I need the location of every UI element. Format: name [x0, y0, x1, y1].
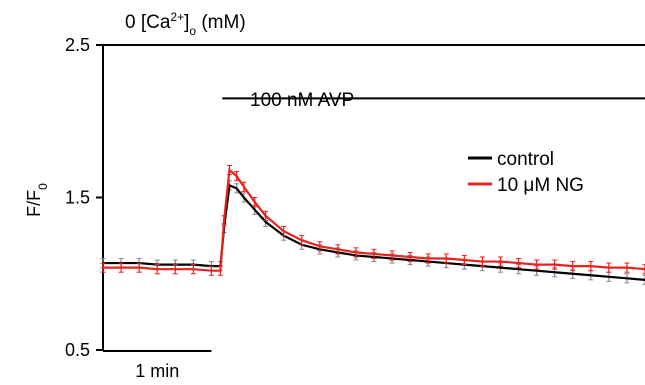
- axes-layer: 0.5 1.5 2.5 F/F0 1 min: [24, 35, 212, 381]
- calcium-condition-label: 0 [Ca2+]o (mM): [125, 10, 246, 38]
- legend-label-control: control: [497, 149, 554, 170]
- series-line: [103, 167, 645, 272]
- legend: control 10 μM NG: [468, 149, 584, 196]
- legend-label-ng: 10 μM NG: [497, 175, 584, 196]
- y-tick-label: 2.5: [65, 35, 90, 55]
- y-tick-label: 0.5: [65, 340, 90, 360]
- series-layer: [100, 164, 645, 285]
- annotations-layer: 0 [Ca2+]o (mM) 100 nM AVP: [103, 10, 645, 111]
- y-ticks: 0.5 1.5 2.5: [65, 35, 103, 360]
- y-tick-label: 1.5: [65, 188, 90, 208]
- avp-label: 100 nM AVP: [250, 90, 354, 111]
- y-axis-label: F/F0: [24, 183, 50, 217]
- time-scale-bar-label: 1 min: [135, 361, 179, 381]
- series-ng: [100, 164, 645, 276]
